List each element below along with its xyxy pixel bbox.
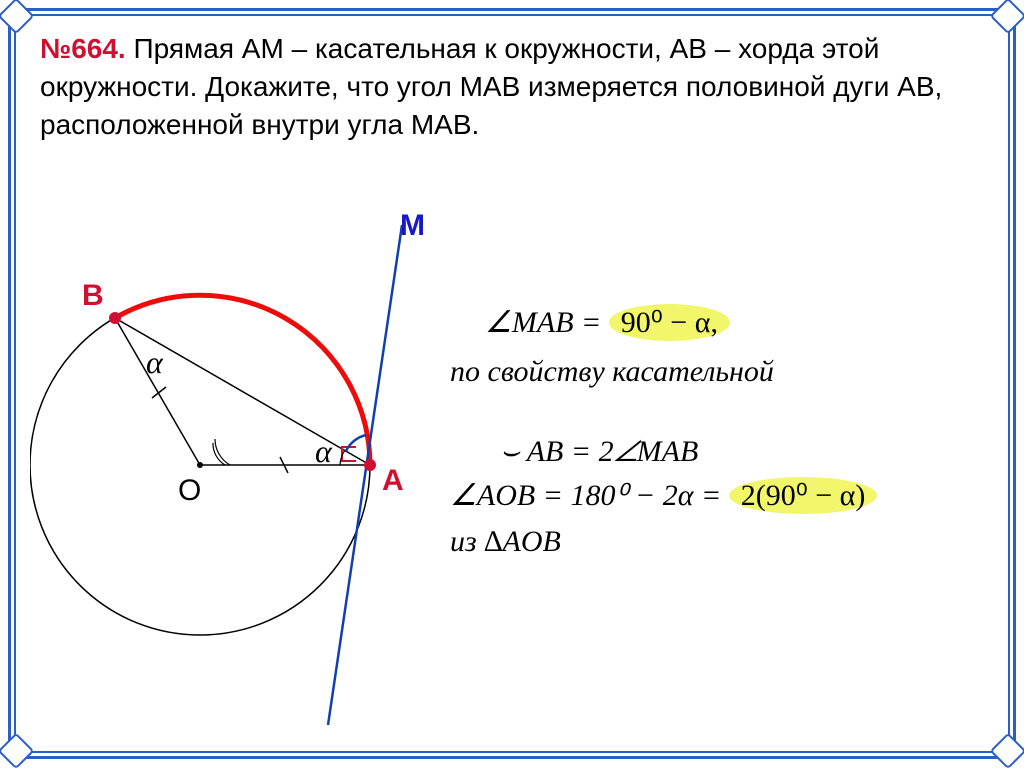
problem-number: №664. <box>40 33 126 64</box>
eq1-note: по свойству касательной <box>450 355 774 389</box>
center-dot <box>197 462 203 468</box>
eq3-note: из ∆AOB <box>450 525 561 559</box>
label-a: A <box>382 464 404 497</box>
label-alpha-a: α <box>315 433 333 469</box>
radius-ob <box>115 318 200 465</box>
eq1-right: 90⁰ − α, <box>609 304 730 341</box>
eq3-right: 2(90⁰ − α) <box>729 477 878 514</box>
right-angle-marker <box>342 447 356 461</box>
eq-aob: ∠AOB = 180⁰ − 2α = 2(90⁰ − α) <box>450 478 877 513</box>
point-b-dot <box>109 312 121 324</box>
label-o: O <box>178 474 201 507</box>
label-b: B <box>82 279 104 312</box>
diagram-svg: M B A O α α <box>30 195 450 755</box>
point-a-dot <box>364 459 376 471</box>
eq-arc: ⌣ AB = 2∠MAB <box>500 435 698 469</box>
geometry-diagram: M B A O α α <box>30 195 450 760</box>
eq1-left: ∠MAB = <box>485 306 609 339</box>
label-m: M <box>400 209 425 242</box>
problem-body: Прямая АМ – касательная к окружности, АВ… <box>40 33 942 140</box>
angle-mab-arc <box>346 435 366 451</box>
label-alpha-b: α <box>146 344 164 380</box>
angle-o-arc2 <box>215 439 230 465</box>
eq3-left: ∠AOB = 180⁰ − 2α = <box>450 479 729 512</box>
eq-mab: ∠MAB = 90⁰ − α, <box>485 305 730 340</box>
tick-ob <box>152 387 166 398</box>
problem-statement: №664. Прямая АМ – касательная к окружнос… <box>40 30 990 143</box>
